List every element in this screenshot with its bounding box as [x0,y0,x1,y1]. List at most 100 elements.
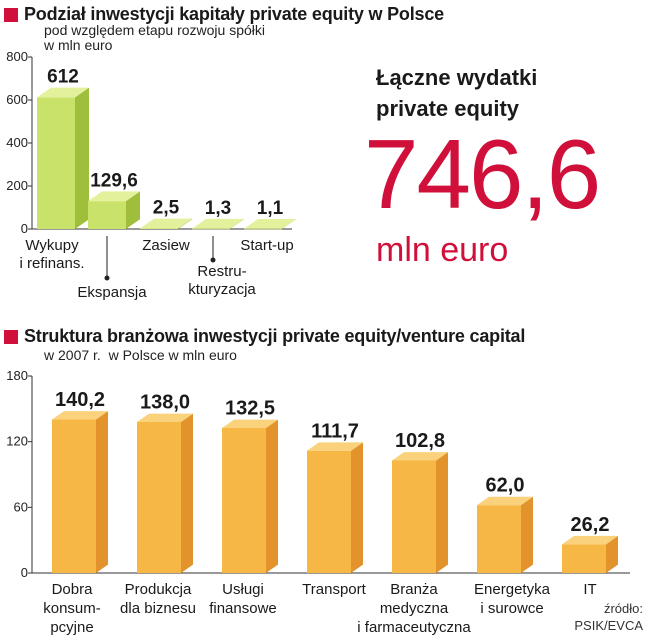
y-tick-label: 120 [6,434,28,449]
category-label: Dobra [52,581,94,598]
category-label: finansowe [209,600,277,617]
bar [88,201,126,229]
bar-top-face [140,218,192,229]
category-label: Energetyka [474,581,551,598]
y-tick-label: 400 [6,135,28,150]
bar-top-face [192,218,244,229]
data-label: 132,5 [225,398,275,420]
bar-top-face [52,411,108,420]
category-label: kturyzacja [188,281,256,298]
category-label: konsum- [43,600,101,617]
data-label: 140,2 [55,389,105,411]
source-label: źródło: [603,601,643,616]
data-label: 138,0 [140,392,190,414]
bar-side-face [178,218,192,229]
category-label: i refinans. [19,255,84,272]
category-label: medyczna [380,600,449,617]
bar-top-face [137,413,193,422]
bar [140,228,178,229]
title-marker-square [4,7,18,22]
bar-side-face [75,87,89,230]
bar [307,450,351,573]
label-pointer-dot [210,257,216,263]
category-label: Usługi [222,581,264,598]
bar [137,421,181,573]
category-label: Zasiew [142,237,190,254]
total-value: 746,6 [364,119,601,229]
category-label: Start-up [240,237,293,254]
bar-top-face [88,191,140,202]
y-tick-label: 200 [6,178,28,193]
source-text: PSIK/EVCA [574,618,643,633]
bar-side-face [181,413,193,573]
data-label: 612 [47,67,79,88]
y-tick-label: 0 [21,221,28,236]
bar [562,544,606,573]
data-label: 111,7 [311,420,359,442]
chart1-subtitle: pod względem etapu rozwoju spółki w mln … [44,23,265,53]
chart1-title-text: Podział inwestycji kapitały private equi… [24,4,444,24]
bar-side-face [96,411,108,573]
bar-side-face [266,419,278,573]
bar-side-face [351,442,363,573]
total-label: Łączne wydatki private equity [376,62,537,124]
bar [222,427,266,573]
category-label: Wykupy [25,237,79,254]
bar-side-face [521,496,533,573]
category-label: Ekspansja [77,284,147,301]
category-label: pcyjne [50,619,93,636]
bar-side-face [282,218,296,229]
total-unit: mln euro [376,231,509,269]
category-label: Restru- [197,263,246,280]
bar-side-face [126,191,140,229]
bar [52,419,96,573]
chart1-title: Podział inwestycji kapitały private equi… [4,4,444,25]
bar-top-face [392,452,448,461]
data-label: 1,1 [257,198,284,219]
bar-top-face [307,442,363,451]
bar [392,460,436,573]
y-tick-label: 0 [21,565,28,580]
total-label-line-2: private equity [376,96,520,121]
data-label: 129,6 [90,170,138,191]
chart1-subtitle-line-1: pod względem etapu rozwoju spółki [44,22,266,38]
bar-side-face [606,535,618,573]
source-note: źródło: PSIK/EVCA [574,600,643,634]
label-pointer-dot [104,275,110,281]
category-label: dla biznesu [120,600,196,617]
data-label: 1,3 [205,198,231,219]
bar-side-face [230,218,244,229]
bar-top-face [37,87,89,98]
y-tick-label: 180 [6,368,28,383]
bar [192,228,230,230]
chart2-subtitle: w 2007 r. w Polsce w mln euro [44,347,237,363]
bar-top-face [244,218,296,229]
category-label: IT [583,581,596,598]
y-tick-label: 60 [14,499,28,514]
category-label: Transport [302,581,366,598]
bar-top-face [477,496,533,506]
data-label: 62,0 [486,475,525,497]
chart2-title: Struktura branżowa inwestycji private eq… [4,326,525,347]
data-label: 102,8 [395,430,445,452]
bar [244,228,282,230]
bar-top-face [222,419,278,428]
category-label: i farmaceutyczna [357,619,471,636]
category-label: Branża [390,581,438,598]
data-label: 26,2 [571,514,610,536]
y-tick-label: 600 [6,92,28,107]
chart1-subtitle-line-2: w mln euro [44,37,113,53]
bar-side-face [436,452,448,573]
total-label-line-1: Łączne wydatki [376,65,538,90]
y-tick-label: 800 [6,49,28,64]
chart2-title-text: Struktura branżowa inwestycji private eq… [24,326,526,346]
bar-top-face [562,535,618,545]
bar [477,505,521,573]
category-label: i surowce [480,600,543,617]
data-label: 2,5 [153,198,180,219]
title-marker-square [4,329,18,344]
category-label: Produkcja [125,581,192,598]
bar [37,97,75,229]
